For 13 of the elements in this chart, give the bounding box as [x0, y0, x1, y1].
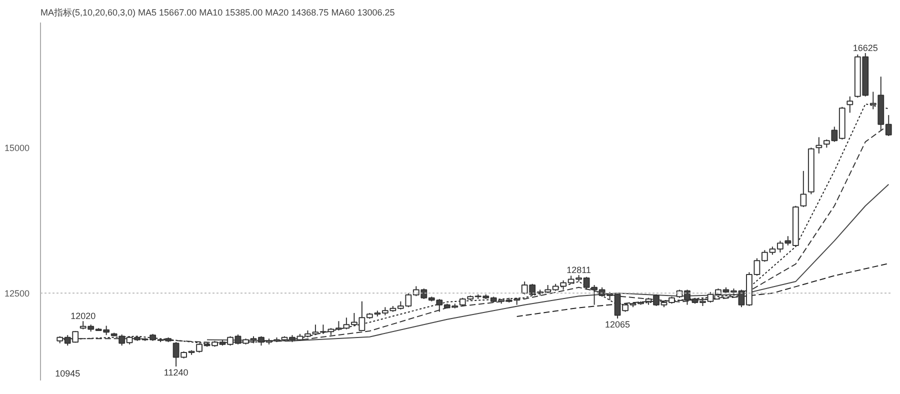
- candlestick: [800, 170, 807, 208]
- annotation: 10945: [55, 368, 80, 378]
- annotation: 11240: [164, 368, 188, 378]
- candlestick: [816, 136, 822, 154]
- annotation: 12811: [566, 265, 591, 276]
- y-tick-label: 15000: [4, 143, 30, 154]
- annotation: 16625: [852, 43, 878, 54]
- line-series: [206, 184, 890, 342]
- annotation: 12065: [605, 320, 630, 330]
- candlestick: [846, 96, 854, 114]
- chart-subtitle: MA指标(5,10,20,60,3,0) MA5 15667.00 MA10 15385.00 MA20 14368.75 MA60 13006.25: [40, 8, 395, 18]
- annotation: 12020: [70, 311, 96, 322]
- y-tick-label: 12500: [4, 288, 30, 299]
